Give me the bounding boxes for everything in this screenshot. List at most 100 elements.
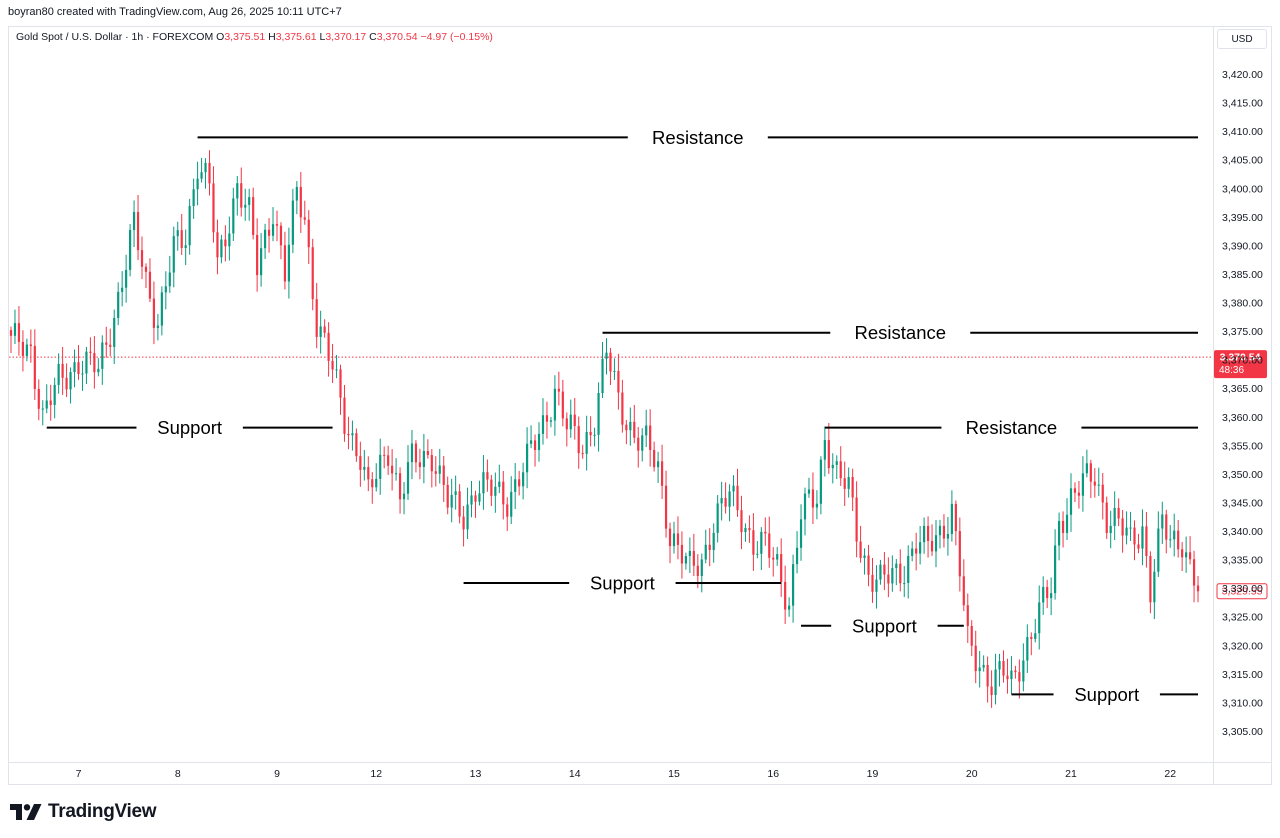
low-label: L bbox=[319, 31, 326, 43]
candle-body bbox=[565, 418, 568, 430]
support-line[interactable]: Support bbox=[463, 572, 782, 593]
candle-body bbox=[672, 533, 676, 547]
chart-frame[interactable] bbox=[8, 26, 1272, 785]
y-tick-label: 3,315.00 bbox=[1222, 669, 1263, 681]
candle-body bbox=[391, 465, 394, 474]
candle-body bbox=[1121, 518, 1124, 536]
candle-body bbox=[148, 271, 152, 299]
candle-body bbox=[923, 525, 926, 543]
candle-body bbox=[1050, 593, 1053, 599]
candle-body bbox=[1196, 585, 1200, 592]
y-tick-label: 3,330.00 bbox=[1222, 583, 1263, 595]
candle-body bbox=[641, 435, 644, 451]
candle-body bbox=[645, 425, 648, 436]
candle-body bbox=[1089, 463, 1092, 482]
tradingview-logo[interactable]: TradingView bbox=[10, 801, 157, 823]
candle-body bbox=[1022, 660, 1025, 682]
candle-body bbox=[295, 187, 298, 201]
candle-body bbox=[601, 358, 604, 394]
x-tick-label: 20 bbox=[966, 768, 978, 780]
y-tick-label: 3,405.00 bbox=[1222, 155, 1263, 167]
y-tick-label: 3,410.00 bbox=[1222, 126, 1263, 138]
candle-body bbox=[859, 541, 862, 558]
candle-body bbox=[129, 230, 132, 270]
candle-body bbox=[728, 491, 731, 507]
candle-body bbox=[371, 479, 374, 488]
candle-body bbox=[61, 363, 64, 378]
candle-body bbox=[434, 471, 437, 474]
candle-body bbox=[442, 465, 445, 485]
candle-body bbox=[291, 200, 294, 245]
candle-body bbox=[216, 232, 219, 258]
candle-body bbox=[1042, 586, 1045, 603]
candle-body bbox=[958, 531, 961, 577]
candle-body bbox=[815, 503, 819, 508]
candle-body bbox=[383, 454, 386, 456]
candle-body bbox=[950, 503, 953, 535]
candle-body bbox=[708, 544, 711, 551]
candle-body bbox=[720, 498, 723, 504]
resistance-line[interactable]: Resistance bbox=[824, 417, 1199, 438]
candle-body bbox=[1081, 473, 1084, 496]
candle-body bbox=[1014, 670, 1017, 673]
candle-body bbox=[724, 498, 727, 507]
y-tick-label: 3,380.00 bbox=[1222, 298, 1263, 310]
candle-body bbox=[232, 198, 235, 234]
support-line[interactable]: Support bbox=[46, 417, 333, 438]
resistance-line[interactable]: Resistance bbox=[197, 127, 1199, 148]
candle-body bbox=[653, 450, 656, 468]
candle-body bbox=[843, 478, 846, 489]
candle-body bbox=[1006, 675, 1009, 680]
x-tick-label: 22 bbox=[1164, 768, 1176, 780]
close-value: 3,370.54 bbox=[376, 31, 418, 43]
support-line[interactable]: Support bbox=[801, 615, 964, 636]
candle-body bbox=[549, 420, 553, 422]
resistance-line[interactable]: Resistance bbox=[602, 322, 1199, 343]
candle-body bbox=[954, 503, 957, 532]
candle-body bbox=[180, 230, 183, 248]
x-tick-label: 16 bbox=[767, 768, 779, 780]
candle-body bbox=[97, 368, 100, 373]
change-value: −4.97 (−0.15%) bbox=[420, 31, 493, 43]
candle-body bbox=[144, 266, 148, 272]
candle-body bbox=[482, 472, 485, 494]
y-tick-label: 3,370.00 bbox=[1222, 355, 1263, 367]
candle-body bbox=[1093, 481, 1096, 486]
candle-body bbox=[33, 345, 36, 389]
candle-body bbox=[561, 391, 564, 419]
current-price-value: 3,370.54 bbox=[1220, 352, 1261, 364]
candle-body bbox=[942, 525, 946, 539]
candle-body bbox=[799, 519, 803, 548]
currency-button[interactable]: USD bbox=[1217, 29, 1267, 49]
candle-body bbox=[617, 370, 620, 393]
candle-body bbox=[744, 528, 747, 533]
candle-body bbox=[664, 485, 668, 529]
support-line[interactable]: Support bbox=[1011, 684, 1199, 705]
candle-body bbox=[1141, 526, 1144, 549]
candle-body bbox=[339, 369, 342, 398]
candle-body bbox=[105, 342, 108, 345]
candle-body bbox=[430, 454, 433, 472]
candle-body bbox=[1010, 670, 1013, 680]
candle-body bbox=[788, 605, 791, 610]
candle-body bbox=[541, 415, 545, 434]
candle-body bbox=[311, 247, 314, 300]
symbol-label: Gold Spot / U.S. Dollar · 1h · FOREXCOM bbox=[16, 31, 214, 43]
candle-body bbox=[498, 481, 501, 487]
candle-body bbox=[17, 323, 21, 342]
candle-body bbox=[625, 424, 628, 431]
candle-body bbox=[887, 574, 890, 584]
open-label: O bbox=[216, 31, 225, 43]
candle-body bbox=[1073, 488, 1077, 493]
candle-body bbox=[1129, 527, 1132, 529]
candle-body bbox=[271, 224, 275, 236]
candle-body bbox=[871, 574, 874, 592]
y-tick-label: 3,350.00 bbox=[1222, 469, 1263, 481]
candle-body bbox=[69, 372, 72, 390]
candle-body bbox=[990, 686, 993, 696]
candle-body bbox=[784, 581, 787, 610]
candle-body bbox=[907, 555, 910, 584]
candle-body bbox=[21, 341, 25, 356]
candle-body bbox=[835, 461, 838, 465]
